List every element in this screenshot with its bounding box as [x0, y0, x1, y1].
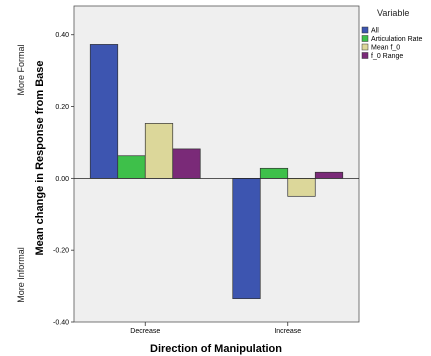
bar-increase-all	[232, 178, 261, 300]
bar-increase-mean-f-0	[287, 178, 316, 197]
legend-entry: f_0 Range	[371, 53, 403, 60]
bar-decrease-articulation-rate	[117, 155, 146, 179]
legend-entry: All	[371, 28, 379, 35]
y-axis-title: Mean change in Response from Base	[34, 61, 46, 256]
legend-entry: Articulation Rate	[371, 36, 422, 43]
x-axis: Decrease Increase	[130, 322, 301, 335]
legend-swatch	[361, 52, 369, 59]
bar-decrease-mean-f-0	[144, 123, 174, 179]
side-label-upper: More Formal	[16, 44, 26, 95]
bars-group	[89, 44, 344, 300]
legend-swatch	[361, 35, 369, 42]
x-tick-label: Increase	[274, 328, 301, 335]
y-tick-label: 0.20	[55, 104, 69, 111]
legend-title: Variable	[377, 8, 409, 18]
bar-decrease-all	[89, 44, 119, 179]
x-tick-label: Decrease	[130, 328, 160, 335]
y-tick-label: 0.40	[55, 32, 69, 39]
bar-decrease-f-0-range	[172, 148, 201, 179]
x-axis-title: Direction of Manipulation	[150, 343, 282, 355]
bar-increase-f-0-range	[314, 171, 344, 179]
legend-swatch	[361, 26, 369, 34]
y-tick-label: 0.00	[55, 176, 69, 183]
y-tick-label: -0.20	[53, 248, 69, 255]
y-tick-label: -0.40	[53, 320, 69, 327]
legend-swatch	[361, 43, 369, 51]
side-label-lower: More Informal	[16, 247, 26, 303]
legend-entry: Mean f_0	[371, 45, 400, 52]
y-axis: -0.40 -0.20 0.00 0.20 0.40	[53, 32, 74, 327]
bar-increase-articulation-rate	[259, 167, 289, 179]
